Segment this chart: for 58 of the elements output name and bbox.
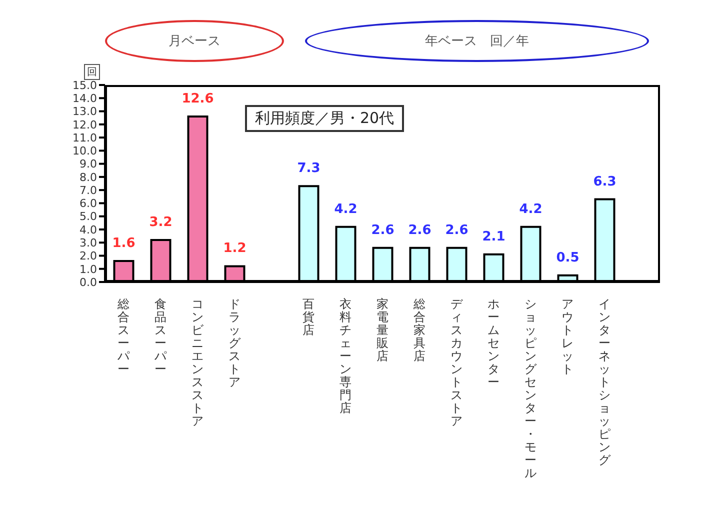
data-label: 3.2 [149,214,172,230]
text: 利用頻度／男・20代 [245,105,404,132]
data-label: 6.3 [593,174,616,190]
data-label: 1.6 [112,236,136,251]
bar [150,238,172,282]
x-tick-label: 総合スーパー [116,297,130,376]
x-tick-label: ホームセンター [488,297,500,389]
data-label: 2.1 [482,229,506,244]
y-axis-title: 回 [84,64,100,80]
y-tick-label: 11.0 [72,131,97,144]
y-tick-label: 14.0 [72,92,97,106]
data-label: 2.6 [371,222,394,238]
data-label: 7.3 [297,161,320,176]
bar [187,116,208,282]
y-tick-label: 15.0 [72,78,97,92]
text: 月ベース [105,20,284,62]
data-label: 4.2 [334,202,358,217]
data-label: 2.6 [445,222,468,238]
bar [483,253,504,282]
data-label: 12.6 [182,92,214,107]
bar [409,246,430,282]
y-tick-label: 6.0 [80,197,97,210]
y-tick-label: 4.0 [80,223,97,236]
category-label: ショッピングセンター・モール [524,297,536,480]
data-label: 0.5 [556,250,580,266]
x-tick-label: 百貨店 [302,297,314,337]
data-label: 1.2 [223,241,246,256]
y-tick-label: 0.0 [80,276,97,289]
x-tick-label: 家電量販店 [376,297,388,363]
category-label: インターネットショッピング [598,297,610,467]
category-label: 衣料チェーン専門店 [340,297,352,415]
y-tick-label: 3.0 [80,236,97,250]
bar [113,260,134,282]
bar [335,226,356,282]
y-tick-label: 13.0 [72,105,97,118]
x-tick-label: 総合家具店 [412,297,426,363]
category-label: ディスカウントストア [450,297,462,428]
x-tick-label: アウトレット [562,297,574,376]
bar [224,265,246,282]
x-tick-label: ドラッグストア [228,297,242,389]
y-tick-label: 12.0 [72,118,97,132]
bar [520,226,542,282]
category-label: コンビニエンスストア [192,297,204,428]
x-tick-label: 食品スーパー [154,297,168,376]
y-tick-label: 7.0 [80,184,97,197]
bar [372,246,394,282]
y-tick-label: 8.0 [80,170,97,184]
text: 年ベース 回／年 [305,20,649,62]
bar [446,246,468,282]
y-tick-label: 5.0 [80,210,97,224]
y-tick-label: 2.0 [80,250,97,263]
y-tick-label: 1.0 [80,262,97,276]
bar [594,198,616,282]
bar [298,185,320,282]
data-label: 4.2 [519,202,542,217]
data-label: 2.6 [408,222,432,238]
y-tick-label: 10.0 [72,144,97,158]
y-tick-label: 9.0 [80,158,97,171]
